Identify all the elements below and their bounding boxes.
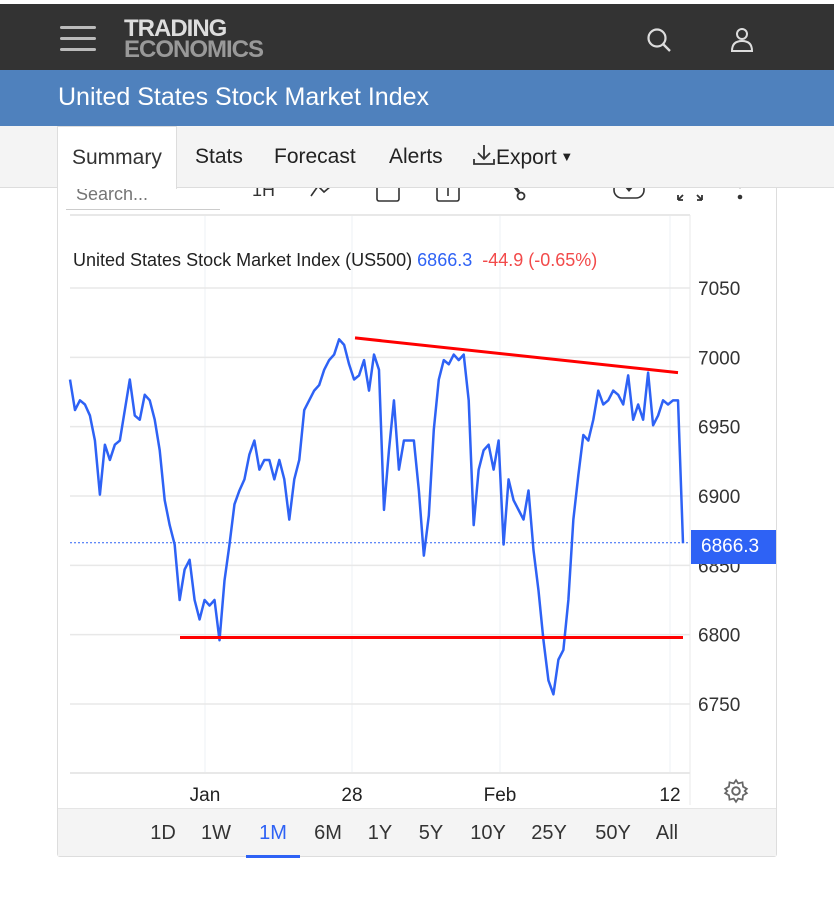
settings-gear-icon[interactable] [723, 778, 749, 804]
quote-change: -44.9 (-0.65%) [482, 250, 598, 270]
range-button-10y[interactable]: 10Y [470, 822, 506, 844]
tab-summary[interactable]: Summary [57, 126, 177, 189]
tab-alerts[interactable]: Alerts [389, 145, 443, 168]
fullscreen-icon[interactable] [676, 186, 704, 202]
y-tick-label: 7000 [698, 348, 740, 369]
x-tick-label: 28 [341, 785, 362, 806]
x-tick-label: Feb [484, 785, 517, 806]
user-icon[interactable] [728, 26, 756, 54]
site-header: TRADING ECONOMICS [0, 4, 834, 70]
last-value-label: 6866.3 [691, 530, 776, 564]
range-button-1y[interactable]: 1Y [367, 822, 393, 844]
x-tick-label: 12 [659, 785, 680, 806]
range-button-all[interactable]: All [655, 822, 679, 844]
chart-card [57, 170, 777, 857]
y-tick-label: 6950 [698, 418, 740, 439]
y-tick-label: 7050 [698, 279, 740, 300]
tab-bar: Summary Stats Forecast Alerts Export ▼ [0, 126, 834, 189]
range-button-1d[interactable]: 1D [150, 822, 176, 844]
tab-stats[interactable]: Stats [195, 145, 243, 168]
range-button-50y[interactable]: 50Y [595, 822, 631, 844]
range-selector: 1D 1W 1M 6M 1Y 5Y 10Y 25Y 50Y All [58, 808, 776, 858]
y-tick-label: 6900 [698, 487, 740, 508]
logo-line1: TRADING [124, 15, 227, 42]
chart-type-icon[interactable] [310, 183, 332, 197]
quote-price: 6866.3 [417, 250, 473, 270]
caret-down-icon: ▼ [556, 149, 574, 164]
range-button-25y[interactable]: 25Y [531, 822, 567, 844]
range-button-6m[interactable]: 6M [314, 822, 342, 844]
title-bar: United States Stock Market Index [0, 70, 834, 126]
logo[interactable]: TRADING ECONOMICS [124, 15, 264, 63]
resistance-trendline [354, 336, 679, 375]
price-series-line [68, 338, 685, 696]
export-label: Export [496, 146, 557, 169]
menu-icon[interactable] [60, 26, 96, 52]
page-title: United States Stock Market Index [58, 83, 430, 111]
range-button-1w[interactable]: 1W [201, 822, 231, 844]
y-tick-label: 6800 [698, 626, 740, 647]
y-tick-label: 6750 [698, 695, 740, 716]
range-button-1m[interactable]: 1M [246, 809, 300, 858]
x-tick-label: Jan [190, 785, 221, 806]
search-icon[interactable] [645, 26, 673, 54]
tab-forecast[interactable]: Forecast [274, 145, 356, 168]
top-strip [0, 0, 834, 4]
chart-title: United States Stock Market Index (US500)… [73, 250, 597, 271]
range-button-5y[interactable]: 5Y [418, 822, 444, 844]
download-icon [473, 145, 495, 165]
quote-name: United States Stock Market Index (US500) [73, 250, 413, 270]
logo-line2: ECONOMICS [124, 36, 264, 63]
tab-export[interactable]: Export ▼ [472, 126, 573, 188]
